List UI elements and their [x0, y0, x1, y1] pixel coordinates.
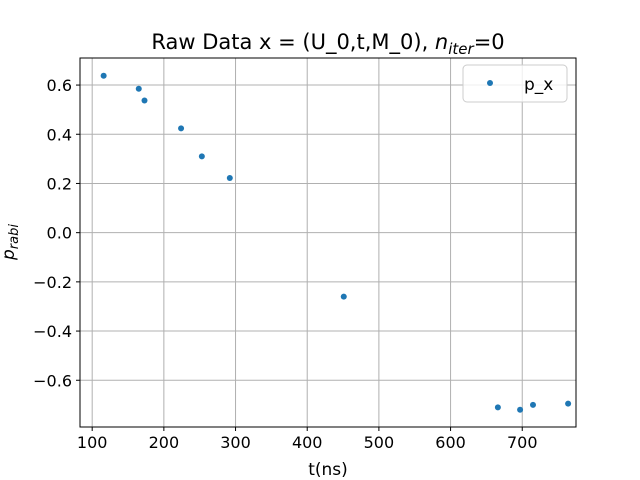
data-point — [100, 72, 107, 79]
x-axis-label: t(ns) — [308, 460, 348, 480]
x-tick-label: 600 — [435, 433, 466, 452]
y-tick-label: 0.0 — [47, 224, 72, 243]
x-tick-label: 300 — [220, 433, 251, 452]
y-tick-label: 0.4 — [47, 125, 72, 144]
data-point — [517, 406, 524, 413]
plot-area-frame — [79, 57, 577, 428]
y-tick-label: −0.2 — [33, 273, 72, 292]
data-point — [340, 293, 347, 300]
data-point — [529, 401, 536, 408]
data-point — [198, 153, 205, 160]
data-point — [141, 97, 148, 104]
grid — [80, 58, 576, 427]
data-point — [135, 85, 142, 92]
y-tick-label: −0.4 — [33, 322, 72, 341]
x-axis-ticks: 100 200 300 400 500 600 700 — [77, 427, 538, 452]
y-axis-label: prabi — [0, 224, 22, 261]
x-tick-label: 500 — [364, 433, 395, 452]
series-p_x — [100, 72, 572, 413]
x-tick-label: 700 — [507, 433, 538, 452]
legend: p_x — [462, 64, 568, 103]
y-tick-label: −0.6 — [33, 371, 72, 390]
data-point — [494, 404, 501, 411]
legend-box — [462, 64, 568, 103]
data-point — [565, 400, 572, 407]
x-tick-label: 100 — [77, 433, 108, 452]
x-tick-label: 400 — [292, 433, 323, 452]
y-tick-label: 0.6 — [47, 76, 72, 95]
x-tick-label: 200 — [149, 433, 180, 452]
data-point — [178, 125, 185, 132]
legend-marker — [487, 80, 493, 86]
y-axis-ticks: 0.6 0.4 0.2 0.0 −0.2 −0.4 −0.6 — [33, 76, 80, 390]
legend-label: p_x — [524, 75, 553, 95]
y-tick-label: 0.2 — [47, 174, 72, 193]
chart-title: Raw Data x = (U_0,t,M_0), niter=0 — [151, 30, 504, 58]
data-point — [226, 175, 233, 182]
